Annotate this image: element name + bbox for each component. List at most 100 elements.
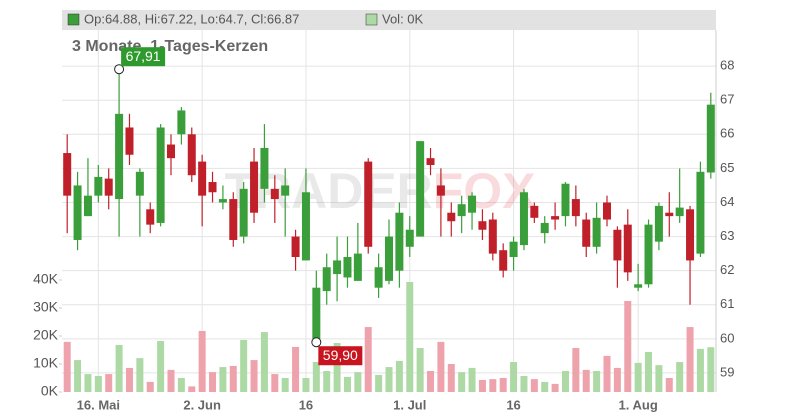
volume-bar — [364, 327, 372, 392]
candle-body — [177, 110, 186, 135]
candle-body — [187, 134, 196, 176]
volume-bar — [447, 364, 455, 392]
volume-bar — [63, 341, 71, 392]
candle-body — [509, 241, 518, 258]
candle-body — [519, 192, 528, 246]
watermark-part: TRADER — [224, 163, 432, 219]
candle-body — [686, 209, 695, 261]
candle-body — [281, 185, 290, 196]
candle-body — [291, 236, 300, 258]
volume-bar — [458, 372, 466, 392]
candle-body — [551, 216, 560, 220]
candle-body — [613, 229, 622, 261]
candle-body — [115, 113, 124, 200]
volume-bar — [84, 374, 92, 392]
volume-bar — [292, 346, 300, 392]
candle-body — [167, 144, 175, 159]
legend-ohlc: Op:64.88, Hi:67.22, Lo:64.7, Cl:66.87 — [84, 11, 299, 26]
legend-bar — [62, 10, 716, 30]
volume-bar — [582, 369, 590, 392]
y2-tick-label: 10K — [33, 355, 59, 371]
volume-bar — [634, 362, 642, 392]
volume-bar — [146, 381, 154, 392]
volume-bar — [530, 379, 538, 392]
x-tick-label: 2. Jun — [183, 397, 221, 412]
volume-bar — [707, 347, 715, 392]
candle-body — [488, 219, 497, 254]
volume-bar — [271, 374, 279, 392]
y-tick-label: 68 — [720, 58, 734, 73]
volume-bar — [260, 332, 268, 392]
volume-bar — [343, 376, 351, 392]
watermark: TRADERFOX — [224, 163, 535, 219]
candle-body — [468, 195, 477, 213]
annotation-box — [121, 47, 166, 67]
volume-bar — [302, 378, 310, 392]
volume-bar — [219, 367, 227, 392]
volume-bar — [250, 360, 258, 392]
volume-bar — [115, 344, 123, 392]
candle-body — [104, 178, 113, 196]
volume-bar — [645, 351, 653, 392]
candle-body — [208, 182, 217, 193]
candle-body — [571, 199, 580, 217]
volume-bar — [74, 360, 82, 392]
volume-bar — [499, 378, 507, 392]
candle-body — [530, 205, 539, 218]
volume-bar — [427, 371, 435, 392]
volume-bar — [489, 379, 497, 392]
volume-bar — [333, 343, 341, 392]
candle-body — [353, 253, 362, 281]
legend-swatch — [365, 13, 378, 26]
y2-tick-label: 30K — [33, 299, 59, 315]
candle-body — [312, 287, 321, 339]
candle-body — [198, 161, 207, 196]
y-tick-label: 61 — [720, 296, 734, 311]
x-tick-label: 16 — [506, 397, 520, 412]
volume-bar — [510, 362, 518, 392]
candle-body — [239, 188, 248, 237]
candle-body — [561, 183, 570, 217]
annotation-label: 67,91 — [126, 48, 161, 64]
x-tick-label: 1. Aug — [619, 397, 658, 412]
watermark-part: FOX — [433, 163, 536, 219]
candle-body — [634, 284, 643, 288]
candle-body — [592, 217, 601, 247]
extreme-marker — [311, 337, 322, 348]
annotation-box — [318, 346, 363, 366]
candle-body — [582, 219, 591, 247]
candle-body — [229, 199, 238, 240]
candle-body — [675, 207, 684, 217]
y2-tick-label: 0K — [41, 383, 59, 399]
candle-body — [405, 229, 414, 247]
volume-bar — [416, 348, 424, 392]
volume-bar — [281, 378, 289, 392]
candle-body — [654, 205, 663, 242]
volume-bar — [125, 367, 133, 392]
candle-body — [218, 199, 227, 203]
candle-body — [125, 127, 134, 155]
x-tick-label: 16. Mai — [77, 397, 120, 412]
candle-body — [301, 192, 310, 261]
volume-bar — [478, 379, 486, 392]
candle-body — [260, 147, 269, 189]
annotation-label: 59,90 — [323, 347, 358, 363]
volume-bar — [209, 372, 217, 392]
candle-body — [156, 127, 165, 223]
volume-bar — [94, 376, 102, 392]
volume-bar — [198, 330, 206, 392]
candle-body — [457, 204, 466, 217]
extreme-marker — [114, 64, 125, 75]
volume-bar — [157, 341, 165, 392]
volume-bar — [312, 362, 320, 392]
volume-bar — [177, 378, 185, 392]
x-tick-label: 16 — [299, 397, 313, 412]
candle-body — [540, 222, 549, 234]
candle-body — [343, 257, 352, 278]
volume-bar — [686, 327, 694, 392]
volume-bar — [613, 367, 621, 392]
candle-body — [706, 104, 715, 173]
volume-bar — [624, 301, 632, 392]
legend-volume: Vol: 0K — [382, 11, 424, 26]
candle-body — [499, 250, 508, 271]
